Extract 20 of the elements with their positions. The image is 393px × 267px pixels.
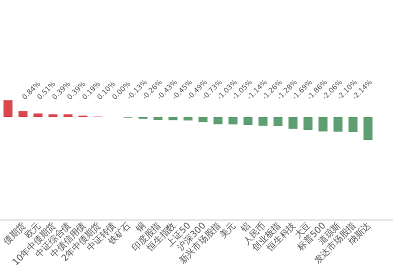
bar: [214, 117, 222, 124]
bar: [258, 117, 268, 126]
bar: [198, 117, 208, 122]
bar: [64, 114, 72, 117]
bar: [318, 117, 328, 132]
bar: [18, 111, 28, 117]
bar: [274, 117, 282, 126]
bar: [364, 117, 372, 140]
bar: [334, 117, 342, 132]
bar: [348, 117, 358, 132]
bar: [228, 117, 238, 124]
bar: [244, 117, 252, 125]
bar: [168, 117, 178, 120]
bar: [48, 114, 58, 117]
bar: [184, 117, 192, 120]
bar: [304, 117, 312, 130]
bar: [34, 113, 42, 117]
bar: [154, 117, 162, 120]
bar: [4, 100, 12, 117]
bar: [288, 117, 298, 129]
